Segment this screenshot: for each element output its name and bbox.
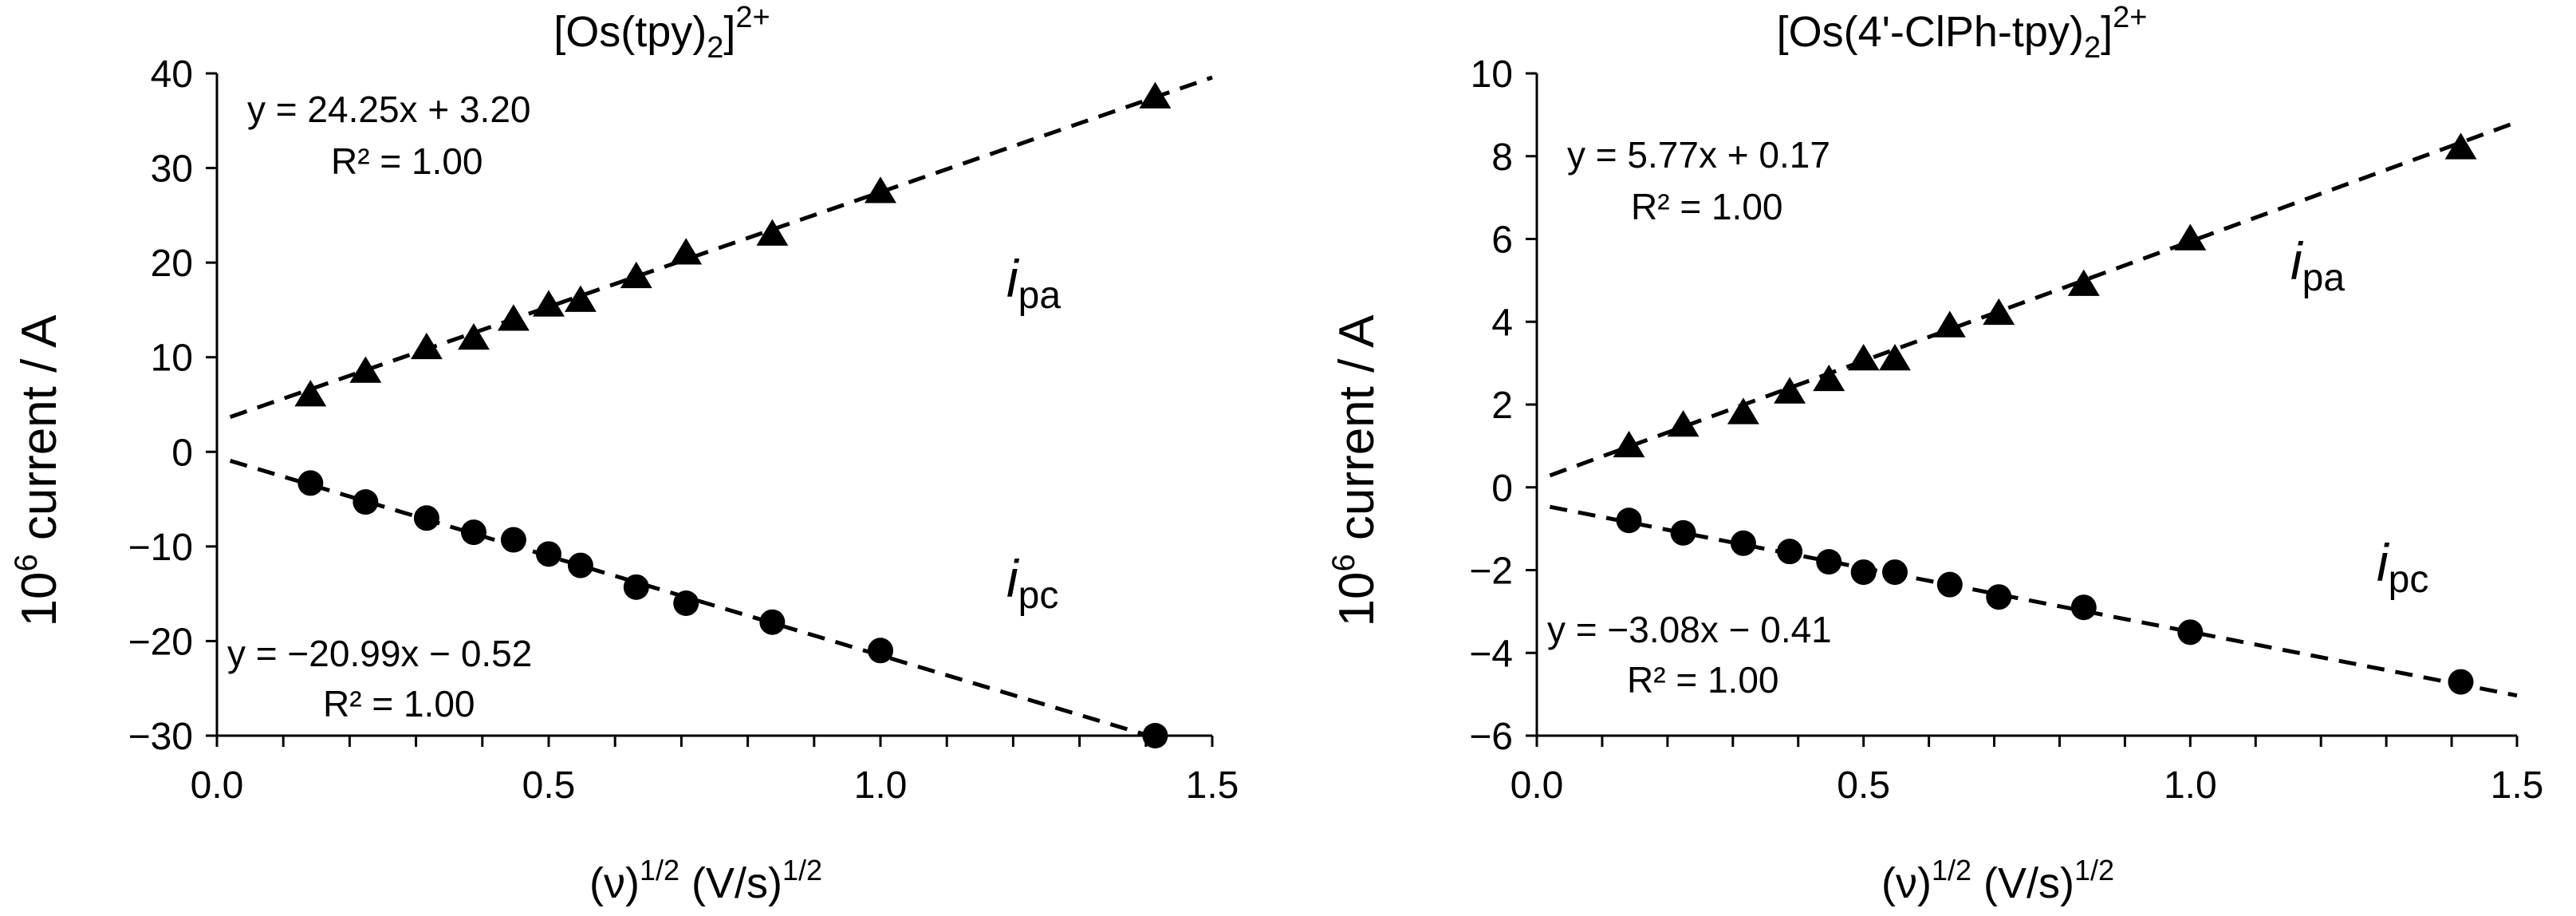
ipc-point xyxy=(1881,559,1908,586)
ipc-point xyxy=(460,519,486,546)
x-tick-label: 1.5 xyxy=(1186,764,1239,807)
ipa-point xyxy=(497,304,530,331)
ipc-point xyxy=(868,638,893,664)
ipa-fit-line xyxy=(229,75,1213,419)
y-tick-label: 8 xyxy=(1491,136,1513,179)
ipc-point xyxy=(500,527,526,553)
ipc-point xyxy=(567,552,593,578)
ipa-point xyxy=(1139,81,1172,109)
y-tick-label: 10 xyxy=(151,338,193,380)
x-tick-label: 0.5 xyxy=(1837,764,1890,807)
ipc-point xyxy=(1777,539,1803,565)
ipa-point xyxy=(458,323,490,350)
ipc-fit-line xyxy=(1549,504,2518,698)
ipa-point xyxy=(294,380,327,407)
y-tick-label: 0 xyxy=(171,432,193,474)
y-tick-label: −30 xyxy=(128,716,193,758)
ipa-point xyxy=(1727,397,1759,424)
ipa-fit-r2: R² = 1.00 xyxy=(1631,186,1783,227)
ipc-point xyxy=(2177,619,2204,646)
x-axis-label: (ν)1/2 (V/s)1/2 xyxy=(1881,854,2114,907)
chart-title: [Os(4'-ClPh-tpy)2]2+ xyxy=(1777,1,2148,65)
x-tick-label: 0.5 xyxy=(522,764,576,807)
y-tick-label: 6 xyxy=(1491,219,1513,262)
ipc-point xyxy=(1142,723,1168,748)
ipa-point xyxy=(1983,298,2015,326)
ipc-fit-equation: y = −20.99x − 0.52 xyxy=(227,633,532,674)
ipa-point xyxy=(564,285,597,312)
ipc-point xyxy=(623,574,649,600)
ipc-point xyxy=(673,590,699,616)
ipa-point xyxy=(1879,343,1911,371)
y-tick-label: −10 xyxy=(128,527,193,569)
ipc-point xyxy=(536,541,561,567)
ipc-point xyxy=(413,505,439,531)
ipc-point xyxy=(759,609,786,635)
ipc-point xyxy=(1986,584,2012,610)
x-tick-label: 0.0 xyxy=(1511,764,1564,807)
x-tick-label: 0.0 xyxy=(191,764,244,807)
ipa-point xyxy=(865,176,896,203)
ipc-point xyxy=(1730,530,1756,556)
ipc-fit-r2: R² = 1.00 xyxy=(1627,659,1779,701)
y-axis-label: 106 current / A xyxy=(1326,314,1385,627)
chart-os-clph-tpy: [Os(4'-ClPh-tpy)2]2+ 106 current / A (ν)… xyxy=(1326,1,2543,907)
ipc-fit-r2: R² = 1.00 xyxy=(323,683,475,725)
ipa-point xyxy=(349,356,382,383)
ipc-point xyxy=(1936,571,1963,598)
y-tick-label: 40 xyxy=(151,53,193,96)
ipa-point xyxy=(1667,409,1700,437)
ipa-point xyxy=(2444,132,2477,160)
ipa-point xyxy=(756,219,789,246)
y-axis-label: 106 current / A xyxy=(9,314,67,627)
y-tick-label: 4 xyxy=(1491,302,1513,344)
y-tick-label: 20 xyxy=(151,243,193,285)
y-tick-label: 10 xyxy=(1471,53,1513,96)
ipa-point xyxy=(1613,430,1645,458)
ipc-point xyxy=(353,489,379,515)
ipa-fit-equation: y = 5.77x + 0.17 xyxy=(1567,134,1830,176)
x-tick-label: 1.5 xyxy=(2491,764,2544,807)
ipc-fit-equation: y = −3.08x − 0.41 xyxy=(1547,609,1832,650)
x-axis-label: (ν)1/2 (V/s)1/2 xyxy=(589,854,822,907)
ipa-point xyxy=(533,290,565,317)
x-tick-label: 1.0 xyxy=(2164,764,2217,807)
y-tick-label: 0 xyxy=(1491,468,1513,510)
ipc-point xyxy=(2070,594,2097,621)
ipc-point xyxy=(297,470,324,496)
y-tick-label: −6 xyxy=(1469,716,1513,758)
ipa-label: ipa xyxy=(2290,231,2345,299)
ipa-fit-r2: R² = 1.00 xyxy=(331,140,483,182)
y-tick-label: −2 xyxy=(1469,551,1513,593)
ipc-fit-line xyxy=(229,459,1153,739)
y-tick-label: 30 xyxy=(151,148,193,191)
ipa-label: ipa xyxy=(1006,249,1061,317)
ipa-point xyxy=(670,238,703,265)
ipa-point xyxy=(410,332,443,360)
y-tick-label: −20 xyxy=(128,621,193,663)
chart-os-tpy: [Os(tpy)2]2+ 106 current / A (ν)1/2 (V/s… xyxy=(9,1,1239,907)
ipc-label: ipc xyxy=(1006,549,1058,617)
ipa-point xyxy=(1933,310,1966,338)
y-tick-label: −4 xyxy=(1469,633,1513,675)
ipc-point xyxy=(1670,519,1696,546)
ipc-point xyxy=(1816,549,1842,575)
ipa-point xyxy=(2067,269,2100,296)
y-tick-label: 2 xyxy=(1491,385,1513,427)
ipa-fit-equation: y = 24.25x + 3.20 xyxy=(247,89,531,130)
ipa-point xyxy=(1813,364,1845,392)
ipa-point xyxy=(620,261,652,289)
ipc-label: ipc xyxy=(2377,533,2428,601)
ipc-point xyxy=(1850,559,1877,586)
ipa-point xyxy=(2174,223,2207,251)
x-tick-label: 1.0 xyxy=(854,764,908,807)
ipc-point xyxy=(1616,507,1642,534)
ipa-point xyxy=(1847,343,1880,371)
chart-title: [Os(tpy)2]2+ xyxy=(553,1,770,65)
ipa-point xyxy=(1774,377,1806,404)
ipc-point xyxy=(2448,669,2474,695)
